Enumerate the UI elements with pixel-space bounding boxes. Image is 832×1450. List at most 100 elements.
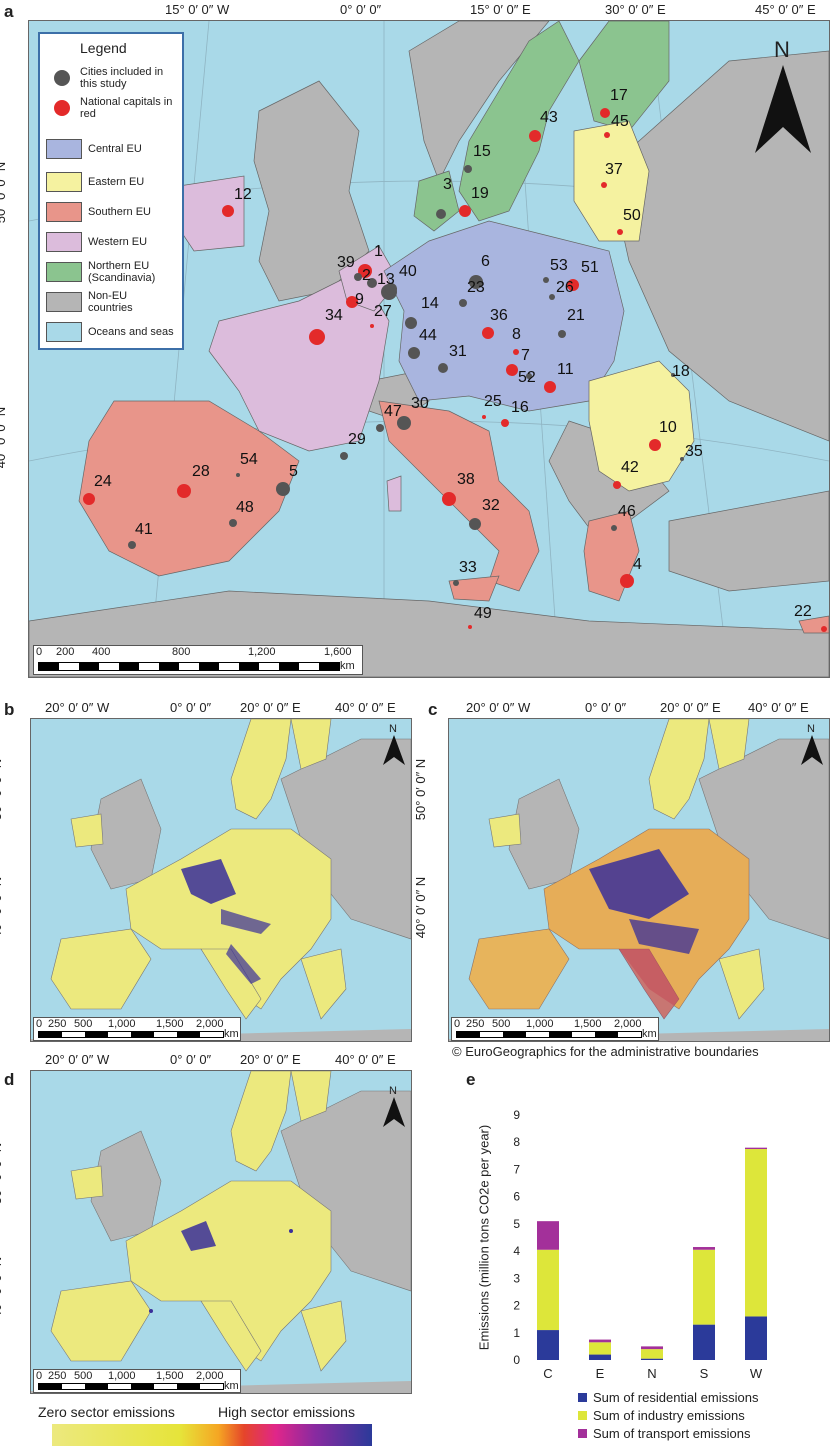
stacked-bar-chart: 0 1 2 3 4 5 6 7 8 9 C E N S W xyxy=(513,1108,767,1381)
graticule-label: 0° 0′ 0″ xyxy=(170,700,212,715)
map-panel-c: N 0 250 500 1,000 1,500 2,000 km xyxy=(448,718,830,1042)
legend-region: Central EU xyxy=(46,139,142,159)
city-number: 12 xyxy=(234,186,252,203)
graticule-label: 40° 0′ 0″ N xyxy=(0,1257,5,1319)
scale-tick-label: 1,500 xyxy=(574,1018,602,1030)
scale-tick-label: 2,000 xyxy=(196,1370,224,1382)
region-swatch xyxy=(46,202,82,222)
city-dot xyxy=(543,277,549,283)
city-number: 26 xyxy=(556,279,574,296)
map-panel-b: N 0 250 500 1,000 1,500 2,000 km xyxy=(30,718,412,1042)
city-number: 17 xyxy=(610,87,628,104)
capital-dot xyxy=(459,205,471,217)
north-label: N xyxy=(774,37,790,62)
bar-segment xyxy=(693,1247,715,1250)
scale-tick-label: 1,200 xyxy=(248,646,276,658)
scale-tick-label: 0 xyxy=(36,1370,43,1382)
legend-cities: Cities included in this study xyxy=(46,66,176,90)
panel-label-b: b xyxy=(4,700,15,719)
city-number: 28 xyxy=(192,463,210,480)
capital-dot xyxy=(346,296,358,308)
scale-tick-label: 1,500 xyxy=(156,1370,184,1382)
graticule-label: 20° 0′ 0″ E xyxy=(660,700,721,715)
city-dot-icon xyxy=(54,70,70,86)
city-number: 11 xyxy=(557,361,574,378)
city-number: 53 xyxy=(550,257,568,274)
map-legend: Legend Cities included in this study Nat… xyxy=(38,32,184,350)
graticule-label: 30° 0′ 0″ E xyxy=(605,2,666,17)
graticule-label: 0° 0′ 0″ xyxy=(340,2,382,17)
legend-label: Sum of residential emissions xyxy=(593,1390,759,1405)
city-number: 33 xyxy=(459,559,477,576)
city-number: 10 xyxy=(659,419,677,436)
capital-dot xyxy=(544,381,556,393)
graticule-label: 50° 0′ 0″ N xyxy=(413,758,429,821)
legend-region: Oceans and seas xyxy=(46,322,174,342)
city-dot xyxy=(397,416,411,430)
scale-tick-label: 1,600 xyxy=(324,646,352,658)
scale-unit: km xyxy=(224,1028,239,1040)
city-number: 7 xyxy=(521,347,530,364)
emissions-map-c xyxy=(449,719,829,1042)
panel-label-a: a xyxy=(4,2,14,21)
copyright-note: © EuroGeographics for the administrative… xyxy=(452,1044,759,1059)
city-dot xyxy=(671,373,675,377)
x-tick-label: E xyxy=(596,1366,605,1381)
graticule-label: 40° 0′ 0″ E xyxy=(748,700,809,715)
city-number: 25 xyxy=(484,393,502,410)
city-dot xyxy=(236,473,240,477)
city-number: 2 xyxy=(362,267,371,284)
city-number: 48 xyxy=(236,499,254,516)
y-tick-label: 5 xyxy=(513,1217,520,1231)
city-number: 23 xyxy=(467,279,485,296)
legend-swatch xyxy=(578,1411,587,1420)
capital-dot xyxy=(506,364,518,376)
scale-unit: km xyxy=(340,660,355,672)
capital-dot xyxy=(442,492,456,506)
legend-title: Legend xyxy=(80,40,127,56)
city-dot xyxy=(405,317,417,329)
city-number: 40 xyxy=(399,263,417,280)
city-number: 42 xyxy=(621,459,639,476)
city-dot xyxy=(276,482,290,496)
scale-tick-label: 0 xyxy=(36,1018,43,1030)
y-tick-label: 2 xyxy=(513,1299,520,1313)
bar-segment xyxy=(589,1339,611,1343)
city-number: 37 xyxy=(605,161,623,178)
city-dot xyxy=(453,580,459,586)
city-number: 38 xyxy=(457,471,475,488)
region-swatch xyxy=(46,292,82,312)
city-markers xyxy=(83,108,827,632)
capital-dot xyxy=(482,415,486,419)
capital-dot xyxy=(513,349,519,355)
capital-dot xyxy=(501,419,509,427)
graticule-label: 0° 0′ 0″ xyxy=(585,700,627,715)
graticule-label: 50° 0′ 0″ N xyxy=(0,759,5,821)
city-number: 51 xyxy=(581,259,599,276)
x-tick-label: W xyxy=(750,1366,763,1381)
region-swatch xyxy=(46,172,82,192)
graticule-label: 20° 0′ 0″ E xyxy=(240,700,301,715)
bar-segment xyxy=(745,1149,767,1317)
legend-swatch xyxy=(578,1393,587,1402)
capital-dot xyxy=(482,327,494,339)
capital-dot xyxy=(821,626,827,632)
north-label: N xyxy=(807,723,815,735)
city-number: 5 xyxy=(289,463,298,480)
bar-segment xyxy=(745,1147,767,1150)
x-tick-label: C xyxy=(543,1366,552,1381)
legend-label: Sum of industry emissions xyxy=(593,1408,745,1423)
bar-segment xyxy=(693,1249,715,1325)
city-dot xyxy=(340,452,348,460)
city-number: 43 xyxy=(540,109,558,126)
bar-segment xyxy=(537,1330,559,1360)
city-number: 6 xyxy=(481,253,490,270)
graticule-label: 15° 0′ 0″ W xyxy=(165,2,230,17)
city-dot xyxy=(376,424,384,432)
legend-region: Western EU xyxy=(46,232,147,252)
city-dot xyxy=(128,541,136,549)
city-dot xyxy=(469,275,483,289)
city-number: 4 xyxy=(633,556,642,573)
city-number: 34 xyxy=(325,307,343,324)
graticule-label: 0° 0′ 0″ xyxy=(170,1052,212,1067)
